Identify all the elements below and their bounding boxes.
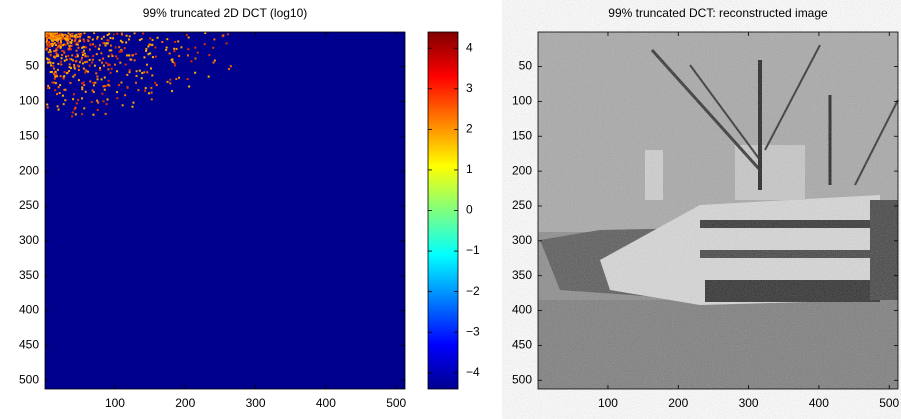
colorbar-tick-label: 2 bbox=[466, 122, 473, 136]
colorbar-tick-label: 1 bbox=[466, 162, 473, 176]
axes-box bbox=[537, 31, 899, 390]
colorbar-tick-label: 3 bbox=[466, 81, 473, 95]
y-tick-label: 200 bbox=[512, 163, 532, 177]
y-tick-label: 200 bbox=[19, 163, 39, 177]
y-tick-label: 150 bbox=[512, 128, 532, 142]
y-tick-label: 300 bbox=[19, 233, 39, 247]
axes-title: 99% truncated 2D DCT (log10) bbox=[143, 6, 308, 20]
colorbar-tick-label: −4 bbox=[466, 365, 480, 379]
x-tick-label: 500 bbox=[879, 396, 899, 410]
colorbar-tick-label: 4 bbox=[466, 40, 473, 54]
colorbar-tick-label: −1 bbox=[466, 243, 480, 257]
y-tick-label: 100 bbox=[19, 94, 39, 108]
dct-image bbox=[45, 32, 405, 389]
colorbar-tick-label: −2 bbox=[466, 284, 480, 298]
x-tick-label: 500 bbox=[386, 396, 406, 410]
x-tick-label: 400 bbox=[316, 396, 336, 410]
y-tick-label: 250 bbox=[512, 198, 532, 212]
x-tick-label: 300 bbox=[246, 396, 266, 410]
y-tick-label: 350 bbox=[512, 268, 532, 282]
y-tick-label: 350 bbox=[19, 268, 39, 282]
y-tick-label: 400 bbox=[512, 303, 532, 317]
y-tick-label: 50 bbox=[519, 59, 533, 73]
colorbar-tick-label: 0 bbox=[466, 203, 473, 217]
x-tick-label: 100 bbox=[105, 396, 125, 410]
x-tick-label: 300 bbox=[739, 396, 759, 410]
colorbar-tick-label: −3 bbox=[466, 324, 480, 338]
x-tick-label: 400 bbox=[809, 396, 829, 410]
y-tick-label: 450 bbox=[512, 338, 532, 352]
x-tick-label: 100 bbox=[598, 396, 618, 410]
y-tick-label: 100 bbox=[512, 94, 532, 108]
axes-title: 99% truncated DCT: reconstructed image bbox=[608, 6, 828, 20]
y-tick-label: 300 bbox=[512, 233, 532, 247]
x-tick-label: 200 bbox=[175, 396, 195, 410]
y-tick-label: 450 bbox=[19, 338, 39, 352]
reconstructed-image bbox=[538, 32, 899, 389]
colorbar bbox=[428, 32, 458, 389]
y-tick-label: 150 bbox=[19, 128, 39, 142]
y-tick-label: 500 bbox=[512, 372, 532, 386]
axes-box bbox=[44, 31, 406, 390]
y-tick-label: 400 bbox=[19, 303, 39, 317]
y-tick-label: 50 bbox=[26, 59, 40, 73]
y-tick-label: 250 bbox=[19, 198, 39, 212]
x-tick-label: 200 bbox=[668, 396, 688, 410]
y-tick-label: 500 bbox=[19, 372, 39, 386]
